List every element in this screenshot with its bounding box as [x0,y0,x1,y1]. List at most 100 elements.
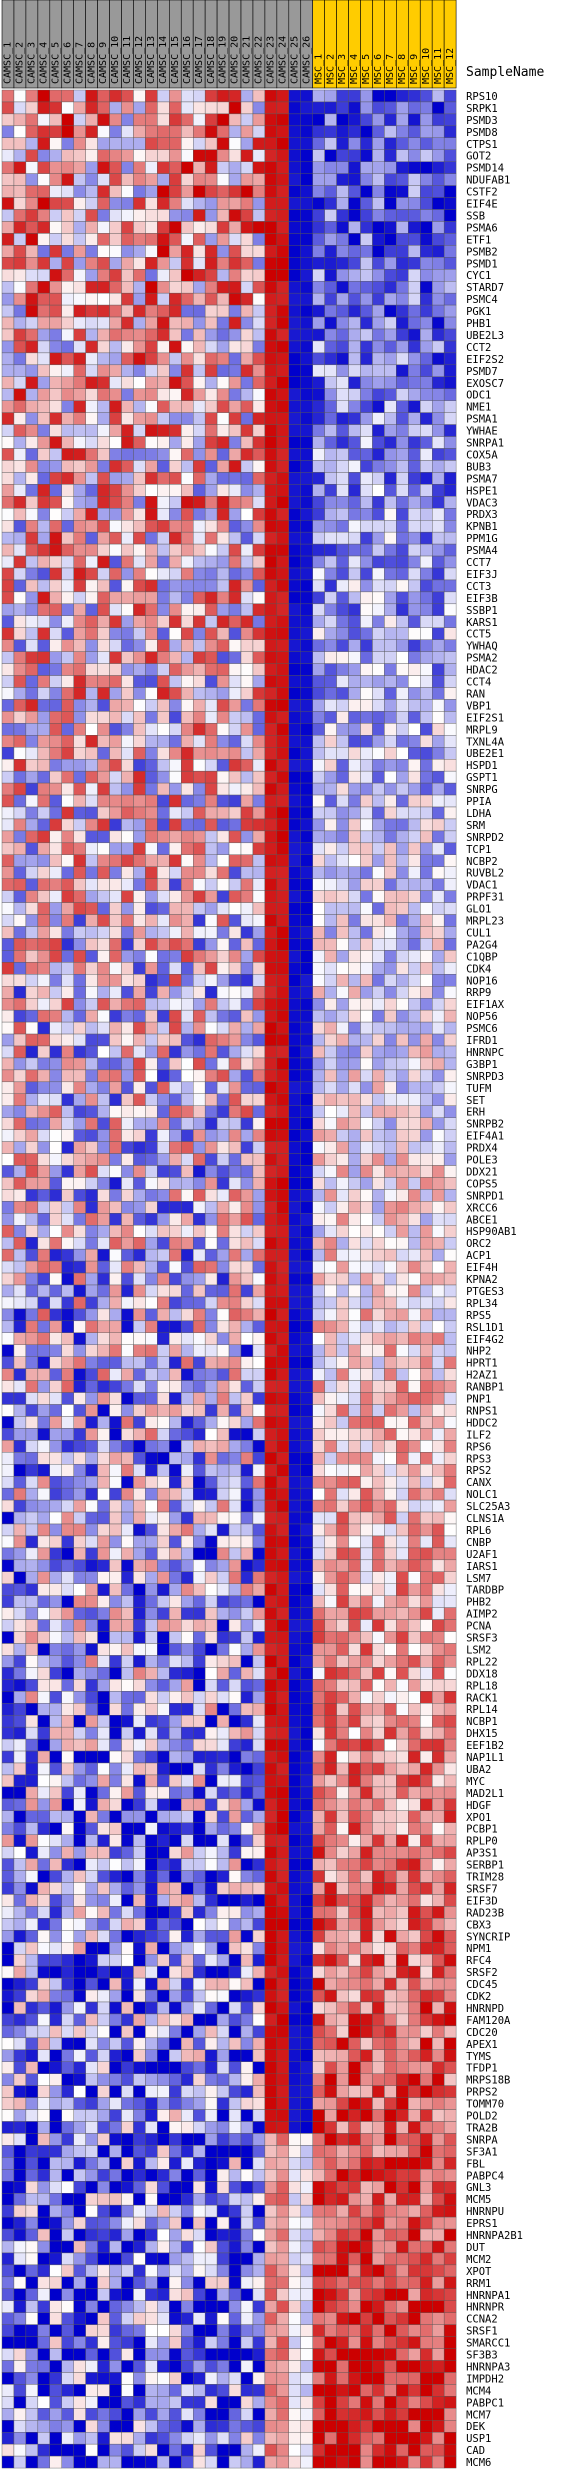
heatmap-cell [181,1213,194,1226]
heatmap-cell [204,292,218,306]
heatmap-cell [288,1487,301,1501]
heatmap-cell [384,328,397,342]
heatmap-cell [372,1284,385,1298]
heatmap-cell [288,1416,301,1429]
heatmap-cell [240,1093,254,1106]
heatmap-cell [432,938,445,951]
heatmap-cell [85,591,98,605]
heatmap-cell [121,424,134,437]
heatmap-cell [121,1559,134,1572]
heatmap-cell [360,1607,373,1620]
heatmap-cell [85,782,98,796]
heatmap-cell [49,388,62,401]
heatmap-cell [312,1499,325,1513]
heatmap-cell [276,1021,290,1035]
heatmap-cell [240,209,254,222]
heatmap-cell [396,591,409,605]
heatmap-cell [216,950,230,963]
heatmap-cell [97,1284,110,1298]
heatmap-cell [300,257,313,270]
heatmap-cell [49,1416,62,1429]
heatmap-cell [192,281,206,294]
heatmap-cell [443,950,457,963]
heatmap-cell [443,424,457,437]
heatmap-cell [25,376,39,389]
heatmap-cell [240,304,254,318]
heatmap-cell [312,603,325,616]
heatmap-cell [73,149,86,162]
heatmap-cell [443,782,457,796]
heatmap-cell [384,1428,397,1441]
heatmap-cell [192,974,206,987]
heatmap-cell [324,711,337,724]
heatmap-cell [37,1296,50,1310]
heatmap-cell [204,185,218,198]
heatmap-cell [336,137,349,150]
heatmap-cell [37,675,50,688]
heatmap-cell [288,149,301,162]
heatmap-cell [240,675,254,688]
heatmap-cell [73,292,86,306]
heatmap-cell [420,854,433,867]
heatmap-cell [169,866,182,879]
heatmap-cell [216,747,230,760]
heatmap-cell [288,197,301,210]
heatmap-cell [216,149,230,162]
heatmap-cell [1,1595,15,1608]
heatmap-cell [443,436,457,449]
column-headers: CAMSC_1 CAMSC_2 CAMSC_3 CAMSC_4 CAMSC_5 CAMSC… [1,0,457,89]
heatmap-cell [181,1607,194,1620]
heatmap-cell [61,1153,74,1166]
heatmap-cell [25,1547,39,1561]
heatmap-cell [181,1511,194,1525]
heatmap-cell [169,508,182,521]
heatmap-cell [109,1320,122,1333]
heatmap-cell [228,484,242,497]
heatmap-cell [420,1559,433,1572]
heatmap-cell [288,567,301,581]
heatmap-cell [312,854,325,867]
heatmap-cell [97,1464,110,1477]
heatmap-cell [61,1057,74,1071]
heatmap-cell [360,1571,373,1584]
heatmap-cell [300,1033,313,1047]
heatmap-cell [312,364,325,378]
heatmap-cell [145,1153,158,1166]
heatmap-cell [121,747,134,760]
heatmap-cell [97,376,110,389]
heatmap-cell [97,579,110,593]
heatmap-cell [61,926,74,939]
heatmap-cell [133,615,146,628]
heatmap-cell [300,89,313,103]
heatmap-cell [420,950,433,963]
heatmap-cell [300,1392,313,1405]
heatmap-cell [288,627,301,640]
heatmap-cell [1,269,15,282]
heatmap-cell [276,209,290,222]
heatmap-cell [216,1081,230,1094]
heatmap-cell [61,460,74,473]
heatmap-cell [240,1189,254,1202]
heatmap-cell [240,1177,254,1190]
heatmap-cell [97,388,110,401]
heatmap-cell [25,1571,39,1584]
heatmap-cell [228,508,242,521]
heatmap-cell [288,1523,301,1537]
heatmap-cell [324,770,337,784]
heatmap-cell [25,316,39,330]
heatmap-cell [25,1344,39,1357]
heatmap-cell [228,1392,242,1405]
heatmap-cell [121,1021,134,1035]
heatmap-cell [336,340,349,354]
heatmap-cell [61,1117,74,1130]
heatmap-cell [372,1607,385,1620]
heatmap-cell [312,938,325,951]
heatmap-cell [228,304,242,318]
heatmap-cell [25,1021,39,1035]
heatmap-cell [1,1440,15,1453]
heatmap-cell [348,520,361,533]
heatmap-cell [312,197,325,210]
heatmap-cell [145,1416,158,1429]
heatmap-cell [169,1117,182,1130]
heatmap-cell [264,1296,278,1310]
